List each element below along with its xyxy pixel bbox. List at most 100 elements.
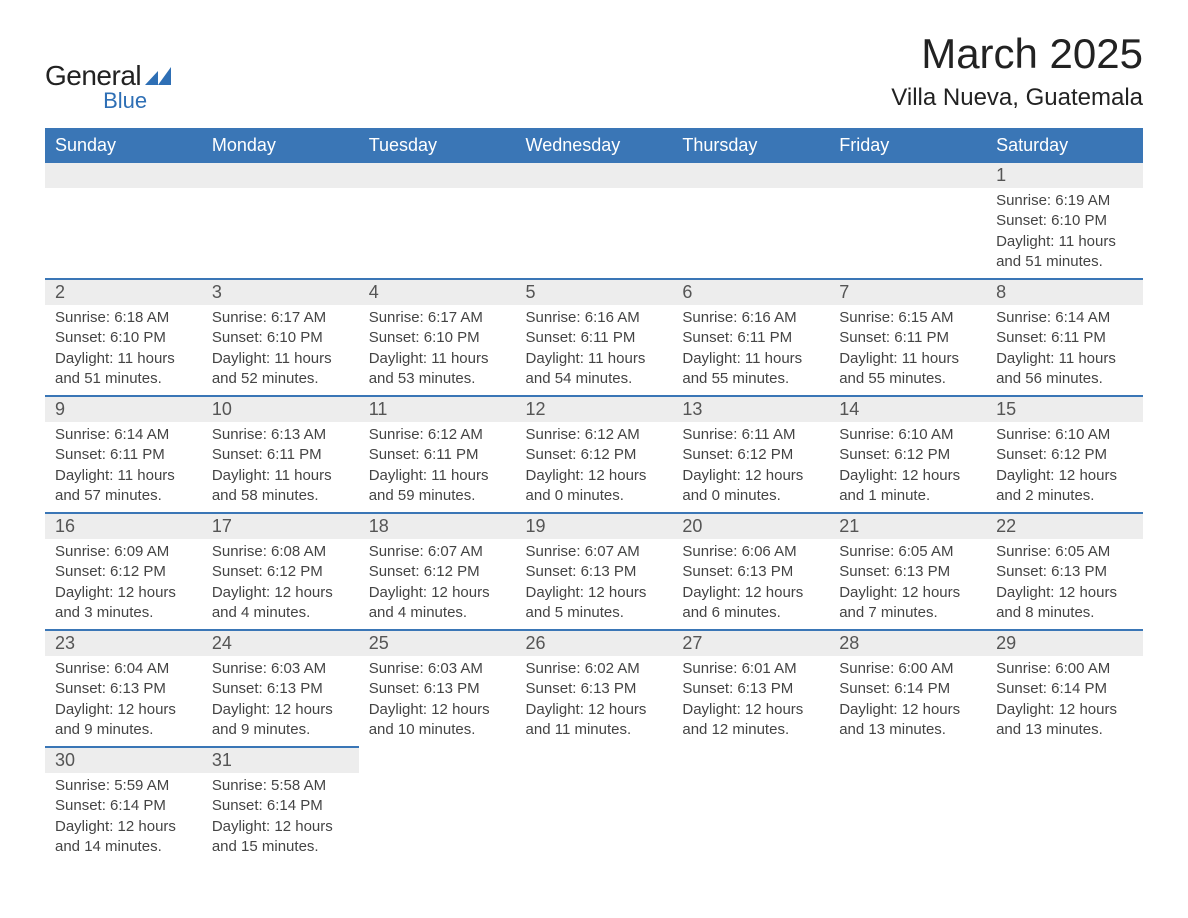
daylight-text: Daylight: 12 hours and 14 minutes. (55, 817, 192, 858)
sunset-text: Sunset: 6:12 PM (212, 562, 349, 582)
day-number-empty (829, 746, 986, 771)
col-monday: Monday (202, 128, 359, 163)
calendar-cell: 22Sunrise: 6:05 AMSunset: 6:13 PMDayligh… (986, 512, 1143, 629)
daylight-text: Daylight: 11 hours and 59 minutes. (369, 466, 506, 507)
title-block: March 2025 Villa Nueva, Guatemala (891, 30, 1143, 112)
day-details: Sunrise: 6:11 AMSunset: 6:12 PMDaylight:… (672, 422, 829, 512)
sunset-text: Sunset: 6:10 PM (55, 328, 192, 348)
day-details: Sunrise: 6:14 AMSunset: 6:11 PMDaylight:… (45, 422, 202, 512)
day-number: 22 (986, 512, 1143, 539)
day-number: 3 (202, 278, 359, 305)
sunrise-text: Sunrise: 6:06 AM (682, 542, 819, 562)
day-details: Sunrise: 6:18 AMSunset: 6:10 PMDaylight:… (45, 305, 202, 395)
calendar-cell (986, 746, 1143, 863)
calendar-cell: 1Sunrise: 6:19 AMSunset: 6:10 PMDaylight… (986, 163, 1143, 278)
day-details: Sunrise: 6:12 AMSunset: 6:12 PMDaylight:… (516, 422, 673, 512)
day-number: 8 (986, 278, 1143, 305)
calendar-cell: 13Sunrise: 6:11 AMSunset: 6:12 PMDayligh… (672, 395, 829, 512)
calendar-cell: 7Sunrise: 6:15 AMSunset: 6:11 PMDaylight… (829, 278, 986, 395)
calendar-week: 9Sunrise: 6:14 AMSunset: 6:11 PMDaylight… (45, 395, 1143, 512)
daylight-text: Daylight: 12 hours and 4 minutes. (212, 583, 349, 624)
sunset-text: Sunset: 6:13 PM (682, 679, 819, 699)
calendar-cell: 31Sunrise: 5:58 AMSunset: 6:14 PMDayligh… (202, 746, 359, 863)
day-number: 12 (516, 395, 673, 422)
day-number-empty (359, 746, 516, 771)
day-details: Sunrise: 6:16 AMSunset: 6:11 PMDaylight:… (672, 305, 829, 395)
sunrise-text: Sunrise: 6:12 AM (526, 425, 663, 445)
calendar-cell: 28Sunrise: 6:00 AMSunset: 6:14 PMDayligh… (829, 629, 986, 746)
daylight-text: Daylight: 12 hours and 13 minutes. (996, 700, 1133, 741)
day-number: 11 (359, 395, 516, 422)
day-details: Sunrise: 6:05 AMSunset: 6:13 PMDaylight:… (829, 539, 986, 629)
day-details: Sunrise: 6:12 AMSunset: 6:11 PMDaylight:… (359, 422, 516, 512)
daylight-text: Daylight: 12 hours and 0 minutes. (682, 466, 819, 507)
day-number: 28 (829, 629, 986, 656)
calendar-cell (672, 163, 829, 278)
daylight-text: Daylight: 12 hours and 12 minutes. (682, 700, 819, 741)
sunrise-text: Sunrise: 6:13 AM (212, 425, 349, 445)
daylight-text: Daylight: 12 hours and 1 minute. (839, 466, 976, 507)
calendar-body: 1Sunrise: 6:19 AMSunset: 6:10 PMDaylight… (45, 163, 1143, 863)
day-details: Sunrise: 6:01 AMSunset: 6:13 PMDaylight:… (672, 656, 829, 746)
day-number-empty (516, 163, 673, 188)
day-details: Sunrise: 6:06 AMSunset: 6:13 PMDaylight:… (672, 539, 829, 629)
header: General Blue March 2025 Villa Nueva, Gua… (45, 30, 1143, 114)
logo-text-blue: Blue (103, 88, 147, 114)
sunrise-text: Sunrise: 6:03 AM (212, 659, 349, 679)
day-details: Sunrise: 5:59 AMSunset: 6:14 PMDaylight:… (45, 773, 202, 863)
day-details: Sunrise: 6:00 AMSunset: 6:14 PMDaylight:… (986, 656, 1143, 746)
daylight-text: Daylight: 12 hours and 4 minutes. (369, 583, 506, 624)
day-number: 4 (359, 278, 516, 305)
sunset-text: Sunset: 6:10 PM (996, 211, 1133, 231)
sunrise-text: Sunrise: 6:02 AM (526, 659, 663, 679)
calendar-cell: 15Sunrise: 6:10 AMSunset: 6:12 PMDayligh… (986, 395, 1143, 512)
calendar-table: Sunday Monday Tuesday Wednesday Thursday… (45, 128, 1143, 863)
daylight-text: Daylight: 11 hours and 52 minutes. (212, 349, 349, 390)
day-details: Sunrise: 6:00 AMSunset: 6:14 PMDaylight:… (829, 656, 986, 746)
logo: General Blue (45, 60, 171, 114)
calendar-week: 16Sunrise: 6:09 AMSunset: 6:12 PMDayligh… (45, 512, 1143, 629)
sunrise-text: Sunrise: 6:07 AM (526, 542, 663, 562)
sunrise-text: Sunrise: 6:18 AM (55, 308, 192, 328)
day-number: 25 (359, 629, 516, 656)
sunrise-text: Sunrise: 6:10 AM (996, 425, 1133, 445)
daylight-text: Daylight: 12 hours and 6 minutes. (682, 583, 819, 624)
sunrise-text: Sunrise: 6:05 AM (996, 542, 1133, 562)
sunset-text: Sunset: 6:13 PM (996, 562, 1133, 582)
sunset-text: Sunset: 6:13 PM (526, 562, 663, 582)
logo-shape-icon (145, 67, 171, 85)
day-number: 15 (986, 395, 1143, 422)
col-tuesday: Tuesday (359, 128, 516, 163)
calendar-cell: 5Sunrise: 6:16 AMSunset: 6:11 PMDaylight… (516, 278, 673, 395)
sunset-text: Sunset: 6:14 PM (55, 796, 192, 816)
calendar-cell: 14Sunrise: 6:10 AMSunset: 6:12 PMDayligh… (829, 395, 986, 512)
sunrise-text: Sunrise: 6:17 AM (212, 308, 349, 328)
calendar-cell (829, 163, 986, 278)
day-number: 29 (986, 629, 1143, 656)
sunset-text: Sunset: 6:13 PM (526, 679, 663, 699)
calendar-cell: 10Sunrise: 6:13 AMSunset: 6:11 PMDayligh… (202, 395, 359, 512)
sunrise-text: Sunrise: 6:01 AM (682, 659, 819, 679)
daylight-text: Daylight: 11 hours and 57 minutes. (55, 466, 192, 507)
sunset-text: Sunset: 6:12 PM (996, 445, 1133, 465)
day-details: Sunrise: 6:02 AMSunset: 6:13 PMDaylight:… (516, 656, 673, 746)
day-details: Sunrise: 6:04 AMSunset: 6:13 PMDaylight:… (45, 656, 202, 746)
day-number: 5 (516, 278, 673, 305)
sunrise-text: Sunrise: 6:09 AM (55, 542, 192, 562)
day-number: 31 (202, 746, 359, 773)
location: Villa Nueva, Guatemala (891, 84, 1143, 112)
sunset-text: Sunset: 6:12 PM (682, 445, 819, 465)
sunset-text: Sunset: 6:12 PM (369, 562, 506, 582)
daylight-text: Daylight: 11 hours and 54 minutes. (526, 349, 663, 390)
calendar-cell (359, 163, 516, 278)
daylight-text: Daylight: 12 hours and 0 minutes. (526, 466, 663, 507)
calendar-cell (516, 746, 673, 863)
day-details: Sunrise: 6:05 AMSunset: 6:13 PMDaylight:… (986, 539, 1143, 629)
sunrise-text: Sunrise: 6:07 AM (369, 542, 506, 562)
day-number-empty (829, 163, 986, 188)
sunset-text: Sunset: 6:11 PM (369, 445, 506, 465)
day-details: Sunrise: 6:09 AMSunset: 6:12 PMDaylight:… (45, 539, 202, 629)
day-details: Sunrise: 6:16 AMSunset: 6:11 PMDaylight:… (516, 305, 673, 395)
day-number: 13 (672, 395, 829, 422)
day-number-empty (359, 163, 516, 188)
